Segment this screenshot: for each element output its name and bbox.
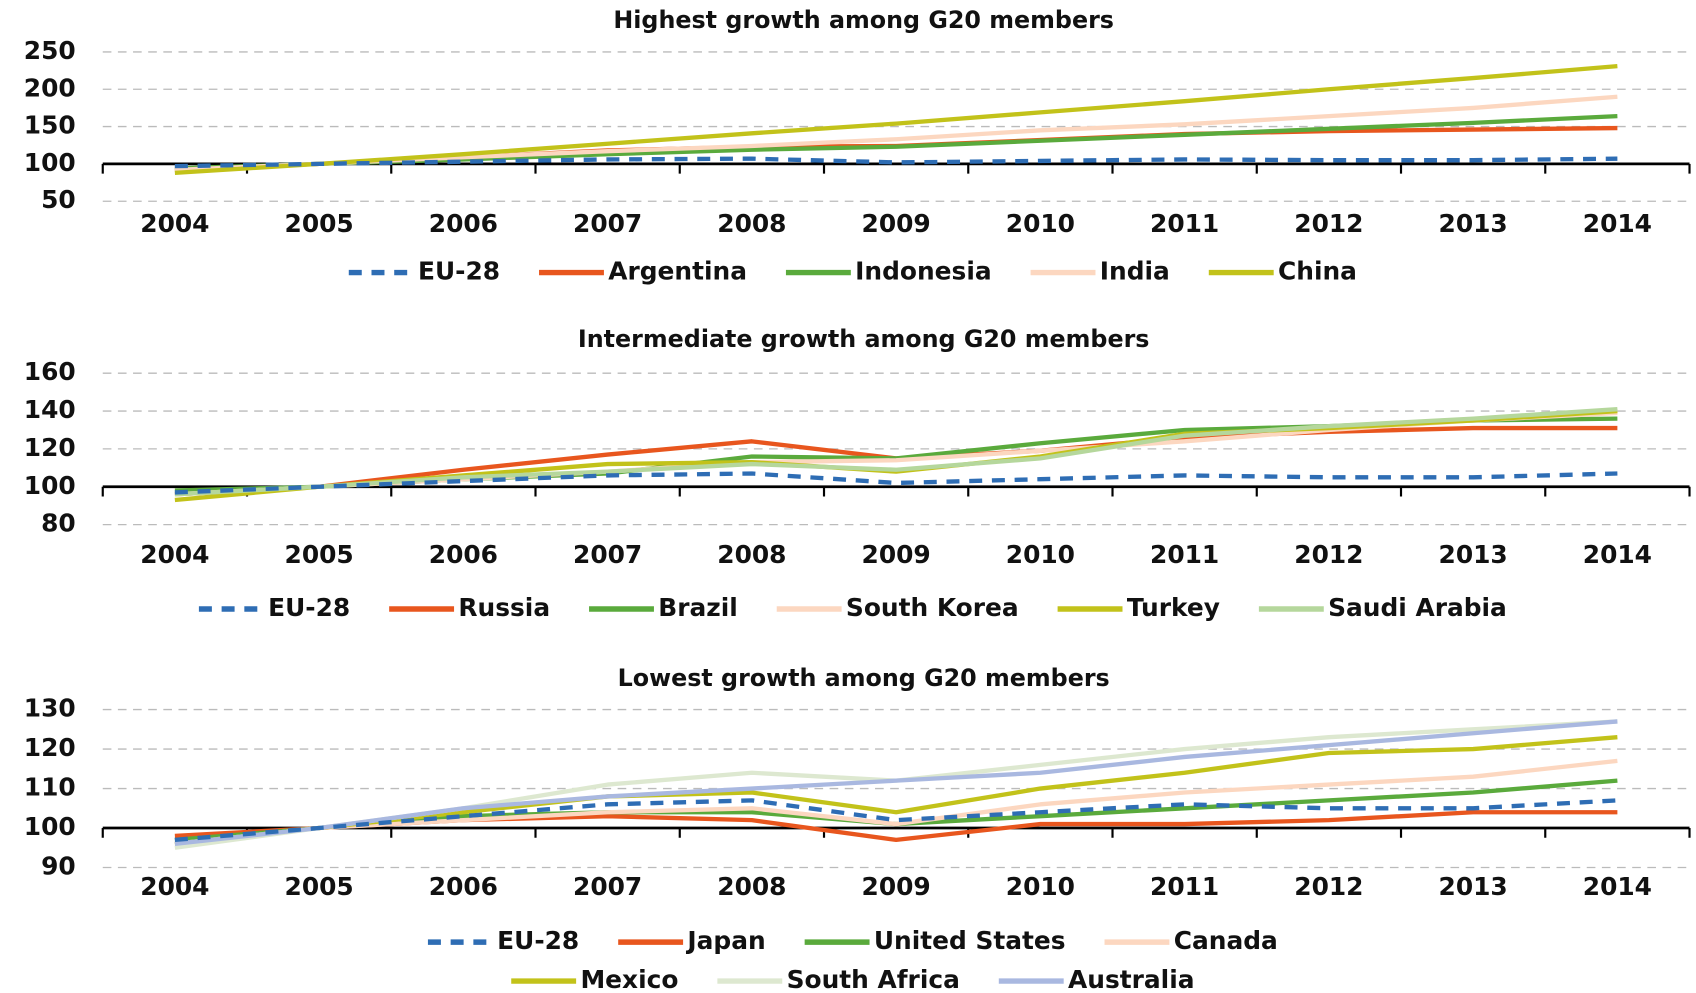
- legend-label: EU-28: [418, 257, 500, 286]
- legend-label: South Korea: [846, 593, 1019, 622]
- legend-label: EU-28: [268, 593, 350, 622]
- x-tick-label: 2007: [573, 209, 642, 238]
- legend-label: Mexico: [580, 965, 678, 993]
- legend-row: Mexico South Africa Australia: [511, 965, 1195, 993]
- legend-row: EU-28 Argentina Indonesia India China: [348, 257, 1357, 286]
- x-tick-label: 2013: [1439, 209, 1508, 238]
- x-tick-label: 2004: [140, 540, 209, 569]
- y-tick-label: 160: [24, 357, 76, 386]
- x-tick-label: 2009: [862, 540, 931, 569]
- legend-label: South Africa: [787, 965, 960, 993]
- x-tick-label: 2008: [717, 540, 786, 569]
- x-tick-label: 2011: [1150, 872, 1219, 901]
- x-tick-label: 2006: [429, 872, 498, 901]
- x-tick-label: 2005: [285, 872, 354, 901]
- x-tick-label: 2009: [862, 209, 931, 238]
- y-tick-label: 50: [41, 185, 76, 214]
- x-tick-label: 2013: [1439, 540, 1508, 569]
- chart-title: Lowest growth among G20 members: [618, 664, 1110, 692]
- series-line: [174, 63, 1618, 176]
- legend-label: Argentina: [608, 257, 747, 286]
- x-tick-label: 2014: [1583, 209, 1652, 238]
- y-tick-label: 150: [24, 111, 76, 140]
- x-tick-label: 2004: [140, 872, 209, 901]
- series-line: [174, 735, 1618, 846]
- x-tick-label: 2009: [862, 872, 931, 901]
- legend-label: Japan: [685, 926, 765, 955]
- x-tick-label: 2006: [429, 209, 498, 238]
- y-tick-label: 80: [41, 509, 76, 538]
- chart-title: Highest growth among G20 members: [613, 6, 1114, 34]
- y-tick-label: 130: [24, 694, 76, 723]
- x-tick-label: 2007: [573, 872, 642, 901]
- y-tick-label: 100: [24, 148, 76, 177]
- y-tick-label: 250: [24, 36, 76, 65]
- legend-label: Canada: [1174, 926, 1278, 955]
- legend-label: EU-28: [497, 926, 579, 955]
- x-tick-label: 2012: [1294, 209, 1363, 238]
- x-tick-label: 2014: [1583, 540, 1652, 569]
- x-tick-label: 2004: [140, 209, 209, 238]
- legend-label: India: [1100, 257, 1170, 286]
- legend-label: China: [1278, 257, 1357, 286]
- x-tick-label: 2010: [1006, 540, 1075, 569]
- y-tick-label: 90: [41, 852, 76, 881]
- series-line: [174, 758, 1618, 846]
- y-tick-label: 100: [24, 471, 76, 500]
- y-tick-label: 120: [24, 733, 76, 762]
- x-tick-label: 2005: [285, 540, 354, 569]
- x-tick-label: 2006: [429, 540, 498, 569]
- chart-title: Intermediate growth among G20 members: [578, 325, 1150, 353]
- x-tick-label: 2010: [1006, 872, 1075, 901]
- x-tick-label: 2011: [1150, 209, 1219, 238]
- legend-label: Russia: [458, 593, 550, 622]
- x-tick-label: 2005: [285, 209, 354, 238]
- y-tick-label: 200: [24, 73, 76, 102]
- x-tick-label: 2008: [717, 872, 786, 901]
- legend-label: Saudi Arabia: [1328, 593, 1507, 622]
- legend-label: Indonesia: [855, 257, 991, 286]
- x-tick-label: 2007: [573, 540, 642, 569]
- x-tick-label: 2008: [717, 209, 786, 238]
- legend-row: EU-28 Japan United States Canada: [427, 926, 1278, 955]
- x-tick-label: 2012: [1294, 540, 1363, 569]
- y-tick-label: 100: [24, 812, 76, 841]
- y-tick-label: 140: [24, 395, 76, 424]
- legend-row: EU-28 Russia Brazil South Korea Turkey Saudi …: [198, 593, 1507, 622]
- y-tick-label: 120: [24, 433, 76, 462]
- x-tick-label: 2010: [1006, 209, 1075, 238]
- series-line: [174, 406, 1618, 497]
- legend-label: Brazil: [658, 593, 738, 622]
- legend-label: Turkey: [1127, 593, 1220, 622]
- series-line: [174, 719, 1618, 846]
- x-tick-label: 2013: [1439, 872, 1508, 901]
- x-tick-label: 2012: [1294, 872, 1363, 901]
- legend-label: United States: [874, 926, 1066, 955]
- x-tick-label: 2011: [1150, 540, 1219, 569]
- legend-label: Australia: [1068, 965, 1194, 993]
- y-tick-label: 110: [24, 773, 76, 802]
- x-tick-label: 2014: [1583, 872, 1652, 901]
- series-line: [174, 798, 1618, 843]
